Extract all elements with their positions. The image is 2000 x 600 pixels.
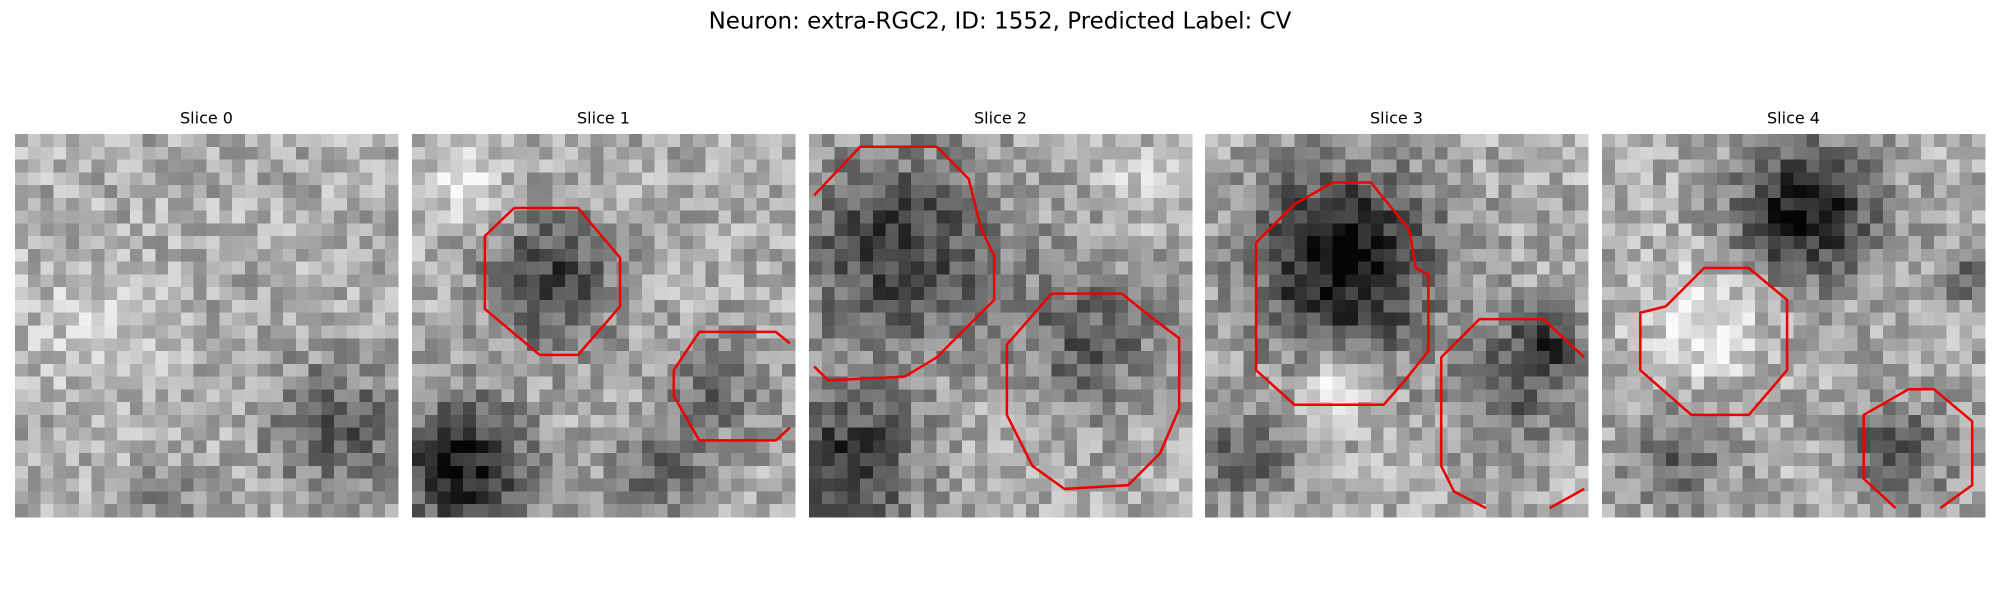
cell-contour	[483, 206, 622, 357]
panel-title: Slice 4	[1767, 109, 1820, 128]
slice-image	[1205, 134, 1589, 518]
cell-contour	[1549, 487, 1585, 510]
cell-contour	[1639, 266, 1789, 417]
panel-title: Slice 3	[1370, 109, 1423, 128]
slice-image	[412, 134, 796, 518]
cell-contour	[1005, 292, 1181, 491]
cell-contour	[1254, 181, 1430, 406]
cell-contour	[672, 330, 791, 442]
panel-title: Slice 0	[180, 109, 233, 128]
slice-image	[1602, 134, 1986, 518]
slice-panel: Slice 3	[1205, 109, 1589, 518]
slice-image	[809, 134, 1193, 518]
panel-title: Slice 1	[577, 109, 630, 128]
cell-contour	[1439, 317, 1586, 510]
slice-panel: Slice 0	[15, 109, 399, 518]
cell-contour	[813, 145, 996, 382]
slice-panel: Slice 1	[412, 109, 796, 518]
slice-image	[15, 134, 399, 518]
figure-title: Neuron: extra-RGC2, ID: 1552, Predicted …	[709, 9, 1292, 35]
slice-panel: Slice 2	[809, 109, 1193, 518]
slice-panel: Slice 4	[1602, 109, 1986, 518]
cell-contour	[1862, 388, 1974, 510]
panel-title: Slice 2	[974, 109, 1027, 128]
